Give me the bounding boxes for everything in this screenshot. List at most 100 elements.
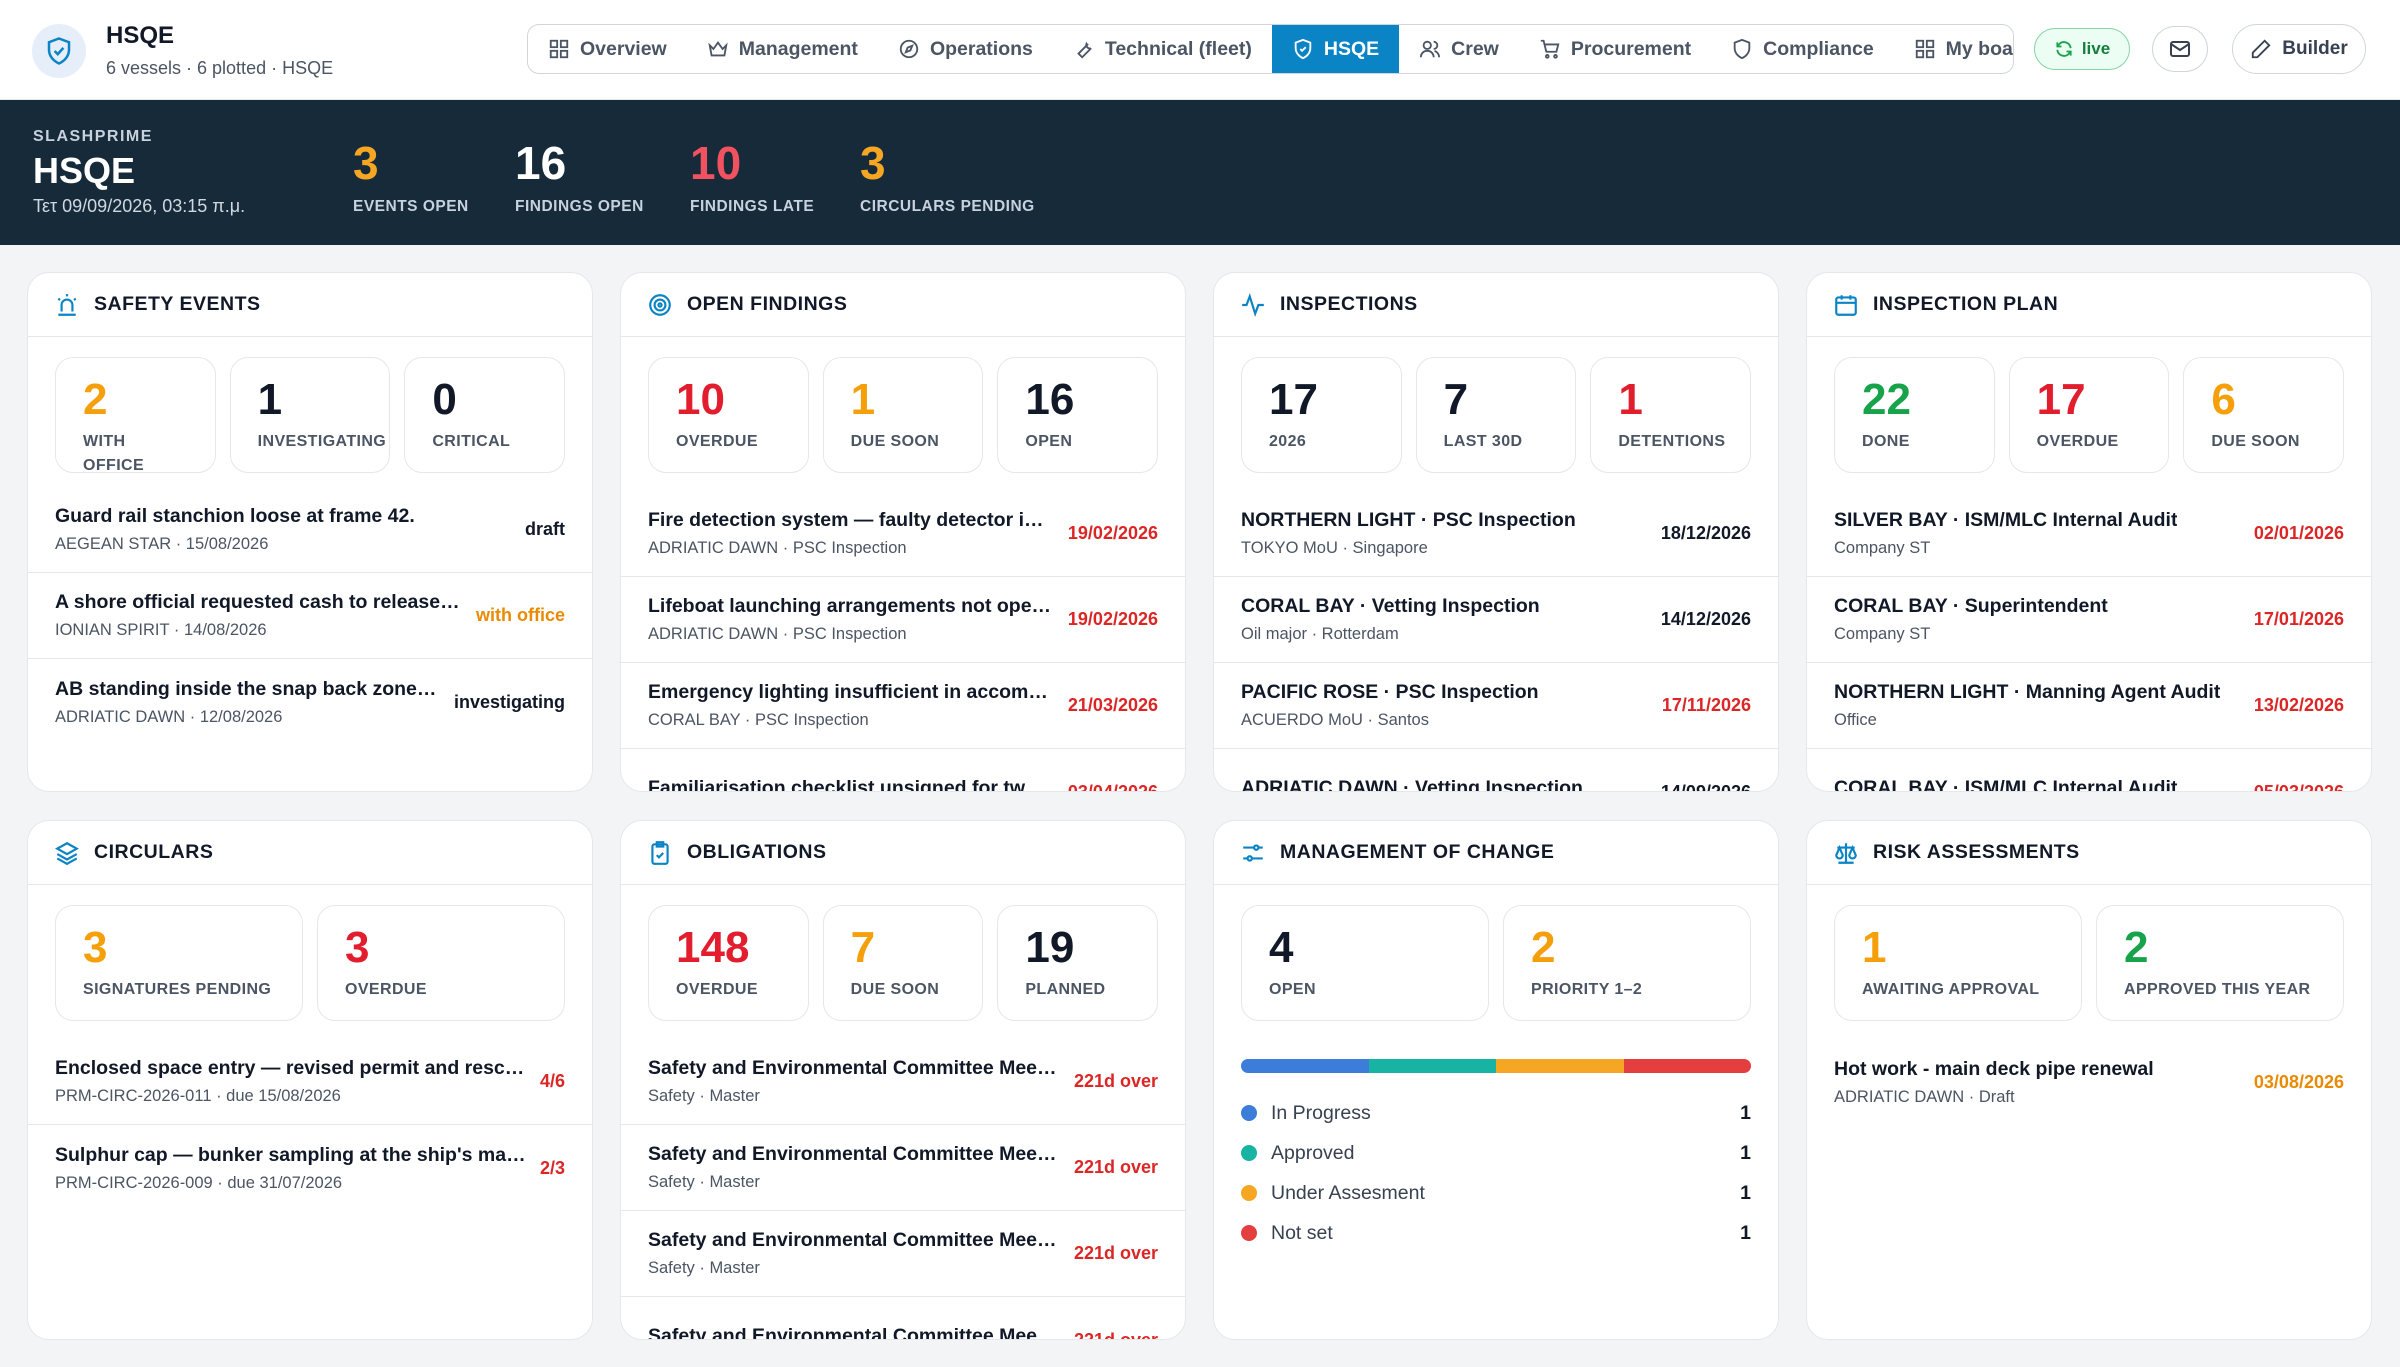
item-title: Lifeboat launching arrangements not oper… [648, 595, 1054, 617]
status-legend: In Progress 1 Approved 1 Under Assesment… [1241, 1093, 1751, 1253]
legend-item[interactable]: Not set 1 [1241, 1213, 1751, 1253]
stat-open[interactable]: 16 OPEN [997, 357, 1159, 473]
list-item[interactable]: Safety and Environmental Committee Meeti… [621, 1211, 1185, 1297]
list-item[interactable]: Guard rail stanchion loose at frame 42. A… [28, 487, 592, 573]
item-title: ADRIATIC DAWN · Vetting Inspection [1241, 777, 1583, 792]
nav-label: HSQE [1323, 37, 1380, 60]
stat-value: 7 [850, 923, 876, 972]
builder-button[interactable]: Builder [2232, 24, 2366, 74]
item-title: CORAL BAY · Superintendent [1834, 595, 2108, 617]
kpi-findings-late: 10 FINDINGS LATE [690, 138, 814, 216]
stat-planned[interactable]: 19 PLANNED [997, 905, 1159, 1021]
stat-label: OVERDUE [2036, 433, 2119, 450]
live-toggle[interactable]: live [2034, 28, 2130, 70]
stat-due-soon[interactable]: 7 DUE SOON [822, 905, 984, 1021]
list-item[interactable]: Safety and Environmental Committee Meeti… [621, 1125, 1185, 1211]
mail-button[interactable] [2152, 26, 2208, 72]
list-item[interactable]: Hot work - main deck pipe renewal ADRIATI… [1807, 1039, 2371, 1125]
stat-label: PLANNED [1025, 981, 1106, 998]
list-item[interactable]: Lifeboat launching arrangements not oper… [621, 577, 1185, 663]
stat-with-office[interactable]: 2 WITH OFFICE [55, 357, 216, 474]
item-date: 17/11/2026 [1661, 695, 1751, 715]
list-item[interactable]: Sulphur cap — bunker sampling at the shi… [28, 1125, 592, 1211]
card-title: SAFETY EVENTS [94, 293, 261, 315]
stat-critical[interactable]: 0 CRITICAL [404, 357, 566, 473]
kpi-label: EVENTS OPEN [353, 198, 469, 215]
stat-overdue[interactable]: 148 OVERDUE [648, 905, 809, 1021]
org-name: SLASHPRIME [33, 128, 153, 145]
list-item[interactable]: AB standing inside the snap back zone du… [28, 659, 592, 745]
list-item[interactable]: Familiarisation checklist unsigned for t… [621, 749, 1185, 791]
nav-technical[interactable]: Technical (fleet) [1053, 25, 1272, 73]
item-signatures: 4/6 [539, 1071, 565, 1091]
item-date: 03/08/2026 [2253, 1071, 2344, 1092]
item-title: A shore official requested cash to relea… [55, 591, 462, 613]
stat-due-soon[interactable]: 6 DUE SOON [2183, 357, 2345, 473]
stat-due-soon[interactable]: 1 DUE SOON [822, 357, 984, 473]
stat-detentions[interactable]: 1 DETENTIONS [1590, 357, 1752, 473]
list-item[interactable]: NORTHERN LIGHT · PSC Inspection TOKYO MoU… [1214, 491, 1778, 577]
stat-overdue[interactable]: 3 OVERDUE [317, 905, 565, 1021]
item-signatures: 2/3 [539, 1157, 565, 1178]
legend-item[interactable]: Under Assesment 1 [1241, 1173, 1751, 1213]
stat-label: AWAITING APPROVAL [1862, 981, 2040, 998]
main-nav: Overview Management Operations Technical… [527, 24, 2014, 74]
legend-item[interactable]: In Progress 1 [1241, 1093, 1751, 1133]
item-sub: ADRIATIC DAWN · Draft [1834, 1087, 2015, 1106]
stat-priority[interactable]: 2 PRIORITY 1–2 [1503, 905, 1751, 1021]
list-item[interactable]: ADRIATIC DAWN · Vetting Inspection 14/09… [1214, 749, 1778, 792]
list-item[interactable]: Safety and Environmental Committee Meeti… [621, 1297, 1185, 1339]
item-date: 17/01/2026 [2253, 609, 2344, 629]
list-item[interactable]: PACIFIC ROSE · PSC Inspection ACUERDO MoU… [1214, 663, 1778, 749]
stat-last-30d[interactable]: 7 LAST 30D [1415, 357, 1577, 473]
kpi-value: 3 [860, 137, 886, 189]
stat-value: 1 [1618, 375, 1643, 424]
list-item[interactable]: A shore official requested cash to relea… [28, 573, 592, 659]
nav-management[interactable]: Management [687, 25, 878, 73]
stat-value: 2 [83, 375, 108, 424]
stat-overdue[interactable]: 10 OVERDUE [648, 357, 809, 473]
item-overdue: 221d over [1073, 1243, 1158, 1263]
item-title: Enclosed space entry — revised permit an… [55, 1057, 526, 1079]
list-item[interactable]: Enclosed space entry — revised permit an… [28, 1039, 592, 1125]
stat-label: DUE SOON [2211, 433, 2300, 450]
list-item[interactable]: CORAL BAY · Superintendent Company ST 17/… [1807, 577, 2371, 663]
activity-icon [1242, 292, 1264, 317]
stat-done[interactable]: 22 DONE [1834, 357, 1995, 473]
list-item[interactable]: SILVER BAY · ISM/MLC Internal Audit Compa… [1807, 491, 2371, 577]
stat-label: SIGNATURES PENDING [83, 981, 272, 998]
nav-procurement[interactable]: Procurement [1519, 25, 1711, 73]
list-item[interactable]: CORAL BAY · Vetting Inspection Oil major … [1214, 577, 1778, 663]
list-item[interactable]: NORTHERN LIGHT · Manning Agent Audit Offi… [1807, 663, 2371, 749]
item-overdue: 221d over [1073, 1071, 1158, 1091]
stat-signatures-pending[interactable]: 3 SIGNATURES PENDING [55, 905, 303, 1021]
card-header: INSPECTION PLAN [1807, 273, 2371, 337]
grid-icon [1915, 39, 1934, 59]
nav-compliance[interactable]: Compliance [1711, 25, 1894, 73]
kpi-value: 3 [353, 137, 379, 189]
stat-label: OVERDUE [345, 981, 427, 998]
list-item[interactable]: Safety and Environmental Committee Meeti… [621, 1039, 1185, 1125]
stat-approved-this-year[interactable]: 2 APPROVED THIS YEAR [2096, 905, 2344, 1021]
list-item[interactable]: Emergency lighting insufficient in accom… [621, 663, 1185, 749]
nav-my-board[interactable]: My board [1894, 25, 2013, 73]
builder-label: Builder [2282, 38, 2348, 59]
stat-open[interactable]: 4 OPEN [1241, 905, 1489, 1021]
item-date: 18/12/2026 [1660, 523, 1751, 543]
nav-operations[interactable]: Operations [878, 25, 1053, 73]
list-item[interactable]: Fire detection system — faulty detector … [621, 491, 1185, 577]
shield-check-icon [1733, 38, 1751, 60]
nav-hsqe[interactable]: HSQE [1271, 25, 1400, 73]
item-date: 19/02/2026 [1067, 523, 1158, 543]
stat-label: DUE SOON [850, 433, 940, 450]
stat-2026[interactable]: 17 2026 [1241, 357, 1402, 473]
stat-awaiting-approval[interactable]: 1 AWAITING APPROVAL [1834, 905, 2082, 1021]
item-title: AB standing inside the snap back zone du… [55, 677, 440, 700]
list-item[interactable]: CORAL BAY · ISM/MLC Internal Audit 05/03… [1807, 749, 2371, 791]
nav-overview[interactable]: Overview [528, 25, 687, 73]
nav-crew[interactable]: Crew [1399, 25, 1519, 73]
legend-item[interactable]: Approved 1 [1241, 1133, 1751, 1173]
stat-overdue[interactable]: 17 OVERDUE [2008, 357, 2170, 473]
wrench-icon [1077, 41, 1092, 59]
stat-investigating[interactable]: 1 INVESTIGATING [229, 357, 391, 473]
